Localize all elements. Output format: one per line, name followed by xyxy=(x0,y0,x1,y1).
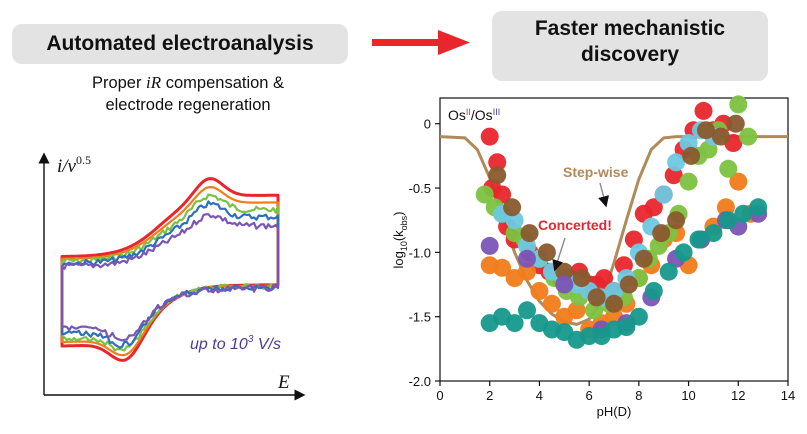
stepwise-pointer xyxy=(598,182,609,208)
scatter-chart: 0 -0.5 -1.0 -1.5 -2.0 0 2 4 6 8 10 12 14 OsII/OsIII… xyxy=(391,95,795,419)
x-tick-label: 6 xyxy=(586,388,593,403)
x-tick-label: 8 xyxy=(635,388,642,403)
data-point xyxy=(605,294,623,313)
plot-title: OsII/OsIII xyxy=(448,107,500,123)
data-point xyxy=(674,243,693,262)
data-point xyxy=(530,282,549,300)
x-tick-label: 0 xyxy=(436,388,443,403)
data-point xyxy=(734,204,753,223)
subtitle-ir: iR xyxy=(146,73,162,92)
data-point xyxy=(719,211,738,230)
data-point xyxy=(697,121,715,140)
subtitle: Proper iR compensation & electrode regen… xyxy=(38,72,338,116)
right-title-line2: discovery xyxy=(580,43,680,66)
data-point xyxy=(619,275,638,294)
data-point xyxy=(726,114,745,133)
x-tick-label: 14 xyxy=(781,388,795,403)
data-point xyxy=(542,294,561,313)
x-tick-label: 2 xyxy=(486,388,493,403)
left-title: Automated electroanalysis xyxy=(46,32,314,55)
data-point xyxy=(679,172,698,191)
data-point xyxy=(739,127,758,146)
data-point xyxy=(595,269,614,288)
x-tick-label: 12 xyxy=(731,388,745,403)
data-point xyxy=(488,166,507,185)
data-point xyxy=(480,236,499,255)
data-point xyxy=(652,224,671,243)
cv-y-label: i/ν0.5 xyxy=(57,153,91,177)
y-tick-label: -1.5 xyxy=(409,310,431,325)
subtitle-prefix: Proper xyxy=(91,74,147,92)
cv-x-label: E xyxy=(277,372,290,393)
x-axis-label: pH(D) xyxy=(597,404,632,419)
plot-frame xyxy=(439,97,789,382)
data-point xyxy=(605,282,623,300)
x-tick-label: 4 xyxy=(536,388,543,403)
data-point xyxy=(729,95,748,114)
data-point xyxy=(749,198,768,217)
data-point xyxy=(518,249,536,268)
y-axis-label: log10(kobs) xyxy=(391,211,409,268)
data-point xyxy=(729,172,748,191)
data-point xyxy=(475,185,494,204)
subtitle-line2: electrode regeneration xyxy=(105,96,271,114)
data-point xyxy=(634,249,653,268)
left-title-pill: Automated electroanalysis xyxy=(12,24,348,64)
data-point xyxy=(503,198,522,217)
data-point xyxy=(694,101,713,120)
data-point xyxy=(682,146,701,165)
y-tick-label: -0.5 xyxy=(409,181,431,196)
y-tick-label: -2.0 xyxy=(409,374,431,389)
y-tick-label: 0 xyxy=(424,117,431,132)
concerted-label: Concerted! xyxy=(538,217,612,233)
cv-curve xyxy=(60,200,280,349)
data-point xyxy=(667,153,686,172)
data-point xyxy=(644,282,663,300)
cv-chart: i/ν0.5 E up to 103 V/s xyxy=(38,152,306,401)
data-point xyxy=(719,159,738,178)
data-point xyxy=(480,127,499,146)
data-point xyxy=(659,262,678,281)
y-tick-label: -1.0 xyxy=(409,245,431,260)
data-point xyxy=(580,327,599,345)
data-point xyxy=(520,224,539,243)
stepwise-label: Step-wise xyxy=(563,164,629,180)
data-point xyxy=(505,314,524,333)
data-point xyxy=(654,185,673,204)
data-point xyxy=(617,318,636,336)
transition-arrow-icon xyxy=(372,30,470,55)
data-point xyxy=(689,230,708,249)
data-point xyxy=(667,211,686,230)
data-point xyxy=(537,243,556,262)
x-tick-label: 10 xyxy=(681,388,695,403)
subtitle-suffix: compensation & xyxy=(161,74,285,92)
right-title-pill: Faster mechanistic discovery xyxy=(492,11,768,81)
data-point xyxy=(493,258,512,277)
data-point xyxy=(587,288,606,307)
data-point xyxy=(644,198,663,217)
data-point xyxy=(629,307,648,326)
right-title-line1: Faster mechanistic xyxy=(534,17,726,40)
data-point xyxy=(704,224,723,243)
data-point xyxy=(518,262,536,281)
cv-annotation: up to 103 V/s xyxy=(190,334,281,353)
data-point xyxy=(572,269,591,288)
cv-curve xyxy=(60,213,280,342)
data-point xyxy=(711,127,730,146)
concerted-pointer xyxy=(552,237,566,272)
data-point xyxy=(488,153,507,172)
data-point xyxy=(518,301,536,320)
data-point xyxy=(555,275,574,294)
